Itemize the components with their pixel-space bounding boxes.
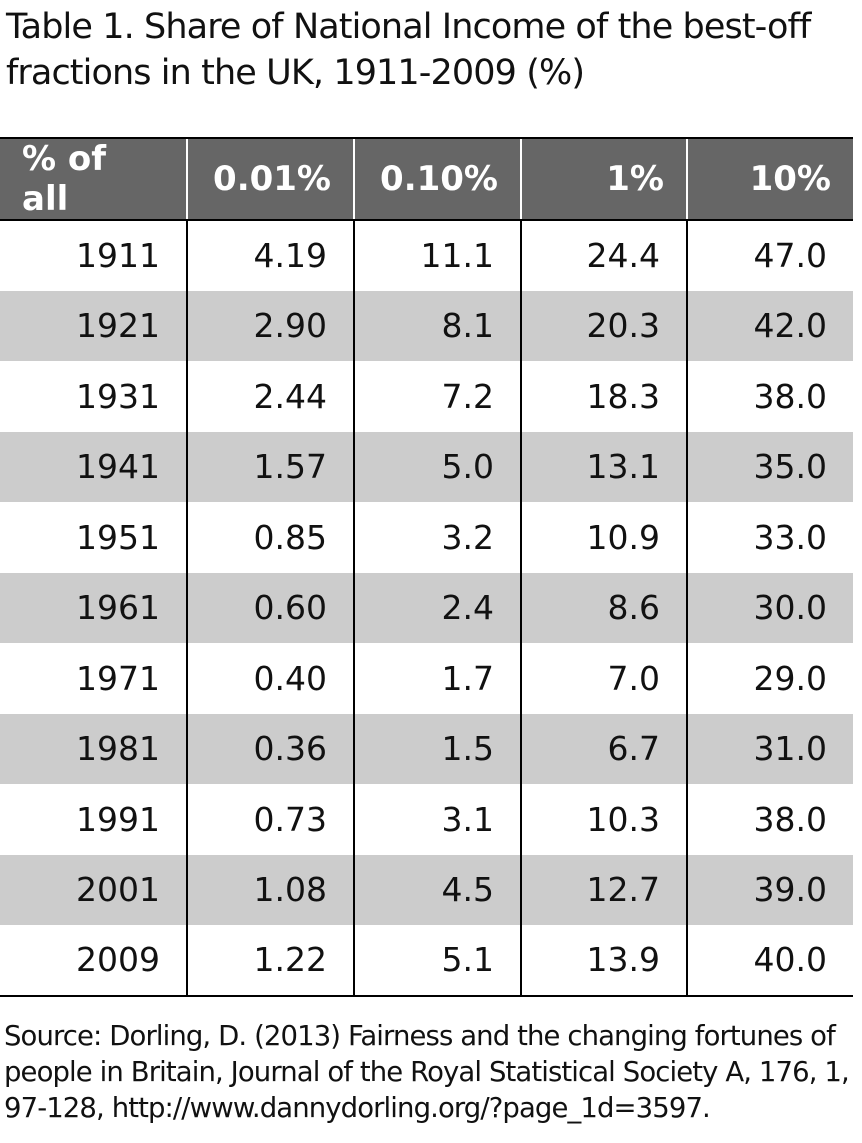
income-share-table-container: % of all 0.01% 0.10% 1% 10% 1911 4.19 11.1… (0, 137, 853, 997)
cell-top-10: 47.0 (686, 220, 853, 291)
table-row: 2001 1.08 4.5 12.7 39.0 (0, 854, 853, 925)
cell-top-10: 38.0 (686, 784, 853, 855)
cell-top-0-10: 2.4 (353, 572, 521, 643)
cell-top-0-01: 0.60 (186, 572, 354, 643)
cell-top-0-01: 0.73 (186, 784, 354, 855)
cell-top-0-01: 0.36 (186, 713, 354, 784)
cell-top-1: 6.7 (520, 713, 687, 784)
cell-top-10: 30.0 (686, 572, 853, 643)
table-row: 1961 0.60 2.4 8.6 30.0 (0, 572, 853, 643)
cell-top-0-10: 11.1 (353, 220, 521, 291)
cell-top-1: 10.3 (520, 784, 687, 855)
cell-top-10: 33.0 (686, 502, 853, 573)
cell-top-1: 24.4 (520, 220, 687, 291)
table-row: 1991 0.73 3.1 10.3 38.0 (0, 784, 853, 855)
cell-top-1: 13.1 (520, 431, 687, 502)
source-note: Source: Dorling, D. (2013) Fairness and … (4, 1020, 850, 1124)
cell-top-1: 20.3 (520, 290, 687, 361)
income-share-table: % of all 0.01% 0.10% 1% 10% 1911 4.19 11.1… (0, 137, 853, 997)
cell-top-0-01: 2.90 (186, 290, 354, 361)
cell-year: 1931 (0, 361, 187, 432)
cell-top-10: 31.0 (686, 713, 853, 784)
header-top-0-01: 0.01% (186, 137, 354, 221)
cell-top-0-10: 4.5 (353, 854, 521, 925)
cell-top-1: 12.7 (520, 854, 687, 925)
cell-year: 1921 (0, 290, 187, 361)
header-top-10: 10% (686, 137, 853, 221)
cell-year: 1971 (0, 643, 187, 714)
cell-top-0-01: 1.57 (186, 431, 354, 502)
cell-year: 1911 (0, 220, 187, 291)
cell-top-1: 10.9 (520, 502, 687, 573)
header-percent-of-all: % of all (0, 137, 187, 221)
table-row: 1911 4.19 11.1 24.4 47.0 (0, 220, 853, 291)
cell-top-0-01: 1.08 (186, 854, 354, 925)
cell-year: 1981 (0, 713, 187, 784)
cell-top-0-10: 3.1 (353, 784, 521, 855)
table-row: 1971 0.40 1.7 7.0 29.0 (0, 643, 853, 714)
table-body: 1911 4.19 11.1 24.4 47.0 1921 2.90 8.1 20.3 42.0 1… (0, 220, 853, 997)
table-row: 2009 1.22 5.1 13.9 40.0 (0, 925, 853, 997)
cell-top-0-10: 1.7 (353, 643, 521, 714)
table-row: 1931 2.44 7.2 18.3 38.0 (0, 361, 853, 432)
cell-year: 1991 (0, 784, 187, 855)
cell-top-0-10: 5.0 (353, 431, 521, 502)
table-title: Table 1. Share of National Income of the… (6, 7, 811, 93)
cell-top-0-10: 7.2 (353, 361, 521, 432)
table-row: 1941 1.57 5.0 13.1 35.0 (0, 431, 853, 502)
header-top-0-10: 0.10% (353, 137, 521, 221)
cell-top-0-10: 5.1 (353, 925, 521, 997)
cell-top-0-01: 2.44 (186, 361, 354, 432)
cell-year: 1961 (0, 572, 187, 643)
cell-top-0-10: 3.2 (353, 502, 521, 573)
cell-top-1: 18.3 (520, 361, 687, 432)
header-top-1: 1% (520, 137, 687, 221)
cell-top-10: 42.0 (686, 290, 853, 361)
cell-year: 1941 (0, 431, 187, 502)
cell-top-10: 39.0 (686, 854, 853, 925)
cell-top-0-01: 1.22 (186, 925, 354, 997)
cell-top-0-01: 4.19 (186, 220, 354, 291)
cell-top-1: 8.6 (520, 572, 687, 643)
cell-year: 2009 (0, 925, 187, 997)
cell-top-10: 29.0 (686, 643, 853, 714)
header-row: % of all 0.01% 0.10% 1% 10% (0, 137, 853, 221)
cell-top-0-01: 0.85 (186, 502, 354, 573)
cell-top-10: 38.0 (686, 361, 853, 432)
cell-top-10: 35.0 (686, 431, 853, 502)
table-row: 1921 2.90 8.1 20.3 42.0 (0, 290, 853, 361)
cell-top-1: 7.0 (520, 643, 687, 714)
cell-top-0-01: 0.40 (186, 643, 354, 714)
table-header: % of all 0.01% 0.10% 1% 10% (0, 137, 853, 221)
cell-year: 2001 (0, 854, 187, 925)
cell-top-0-10: 8.1 (353, 290, 521, 361)
cell-top-0-10: 1.5 (353, 713, 521, 784)
cell-top-10: 40.0 (686, 925, 853, 997)
cell-year: 1951 (0, 502, 187, 573)
cell-top-1: 13.9 (520, 925, 687, 997)
table-row: 1951 0.85 3.2 10.9 33.0 (0, 502, 853, 573)
table-row: 1981 0.36 1.5 6.7 31.0 (0, 713, 853, 784)
